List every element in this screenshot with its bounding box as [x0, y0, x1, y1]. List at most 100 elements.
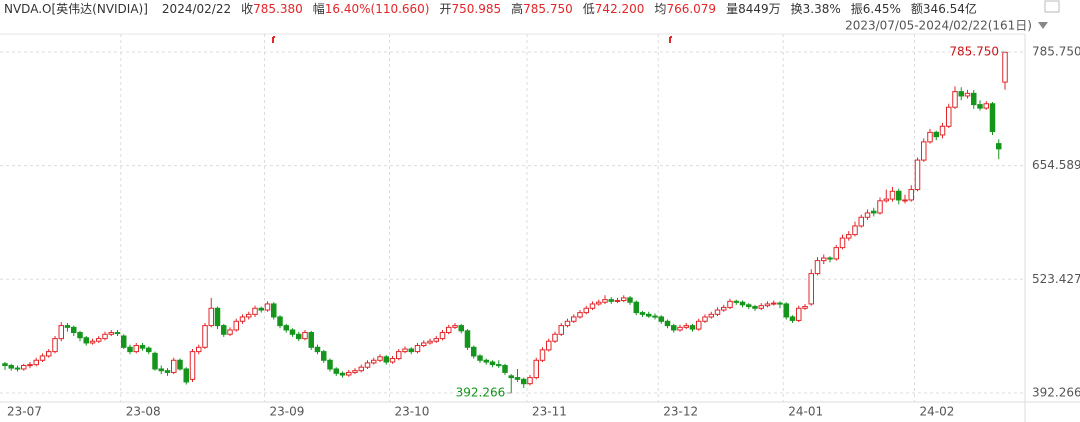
quote-value: 785.750 [523, 2, 573, 16]
candle-body [146, 347, 152, 353]
candle-body [683, 325, 689, 328]
event-flag[interactable] [272, 36, 275, 43]
candle-body [539, 349, 546, 361]
candle-body [333, 368, 339, 374]
candle-body [914, 159, 921, 191]
candle-body [746, 304, 752, 308]
candle-body [121, 335, 127, 348]
candle-body [839, 237, 846, 249]
quote-value: 742.200 [594, 2, 645, 16]
event-flag[interactable] [669, 36, 672, 43]
x-tick-label: 23-07 [7, 405, 42, 419]
candle-body [89, 340, 96, 344]
y-tick-label: 654.589 [1032, 158, 1080, 172]
candle-body [127, 346, 133, 353]
candle-body [696, 320, 702, 330]
quote-value: 8449万 [738, 2, 781, 16]
candle-body [639, 312, 646, 315]
candle-body [883, 198, 889, 202]
candle-body [358, 366, 364, 372]
candle-body [246, 313, 252, 318]
candle-body [489, 361, 496, 366]
y-tick-label: 392.266 [1032, 385, 1080, 399]
candle-body [564, 320, 571, 327]
candle-body [52, 338, 58, 353]
quote-header: NVDA.O[英伟达(NVIDIA)] 2024/02/22 收 785.380 幅… [4, 0, 977, 18]
candle-body [577, 312, 583, 318]
quote-label: 量 [726, 2, 739, 16]
candle-body [164, 370, 171, 373]
candle-body [377, 356, 383, 361]
candle-body [652, 315, 658, 318]
candle-body [177, 359, 183, 370]
candle-body [858, 216, 864, 227]
candle-body [8, 364, 14, 369]
candle-body [496, 364, 502, 367]
watermark-icon [1044, 0, 1060, 13]
x-tick-label: 23-12 [663, 405, 698, 419]
candle-body [233, 320, 239, 331]
candle-body [552, 333, 558, 342]
candle-body [983, 103, 989, 109]
candle-body [827, 257, 833, 260]
candle-body [896, 190, 902, 201]
candle-body [446, 326, 452, 334]
candle-body [433, 338, 439, 342]
candle-body [689, 325, 696, 330]
candle-body [352, 370, 358, 373]
candle-body [952, 91, 958, 108]
candle-body [602, 299, 608, 303]
candle-body [439, 332, 446, 340]
quote-label: 幅 [312, 2, 325, 16]
candle-body [927, 131, 933, 143]
candle-body [183, 368, 189, 383]
candle-body [283, 325, 289, 331]
candle-body [46, 351, 52, 357]
candle-body [202, 325, 208, 348]
candle-body [364, 362, 371, 368]
candle-body [658, 316, 664, 322]
candle-body [752, 306, 758, 309]
candle-body [471, 346, 477, 357]
candle-body [889, 190, 896, 200]
candle-body [583, 307, 589, 314]
candle-body [671, 325, 677, 331]
quote-date: 2024/02/22 [161, 2, 232, 16]
candle-body [346, 371, 352, 376]
candle-body [627, 297, 633, 303]
candle-body [958, 91, 964, 97]
candle-body [77, 332, 83, 339]
candle-body [708, 313, 714, 318]
date-range[interactable]: 2023/07/05-2024/02/22(161日) [845, 19, 1032, 33]
quote-value: 6.45% [862, 2, 901, 16]
candle-body [108, 332, 114, 335]
candle-body [571, 316, 577, 322]
candle-body [789, 316, 796, 321]
candle-body [802, 306, 808, 309]
x-tick-label: 23-08 [126, 405, 161, 419]
candle-body [296, 333, 302, 340]
max-label: 785.750 [949, 44, 999, 58]
candle-body [133, 345, 139, 353]
symbol: NVDA.O[英伟达(NVIDIA)] [4, 2, 148, 16]
candle-body [39, 355, 46, 361]
x-tick-label: 23-11 [532, 405, 567, 419]
quote-label: 收 [241, 2, 254, 16]
candle-body [214, 307, 221, 327]
y-tick-label: 523.427 [1032, 272, 1080, 286]
candle-body [989, 103, 996, 132]
candle-body [152, 352, 158, 370]
candle-body [114, 332, 121, 335]
candle-body [808, 273, 814, 305]
candle-body [702, 316, 708, 322]
candle-body [271, 303, 277, 318]
quote-label: 均 [654, 2, 667, 16]
candle-body [996, 143, 1002, 150]
candle-body [527, 377, 533, 385]
range-dropdown[interactable] [1038, 22, 1048, 29]
candle-body [677, 326, 683, 331]
candle-body [796, 307, 802, 321]
candle-body [1002, 51, 1008, 83]
